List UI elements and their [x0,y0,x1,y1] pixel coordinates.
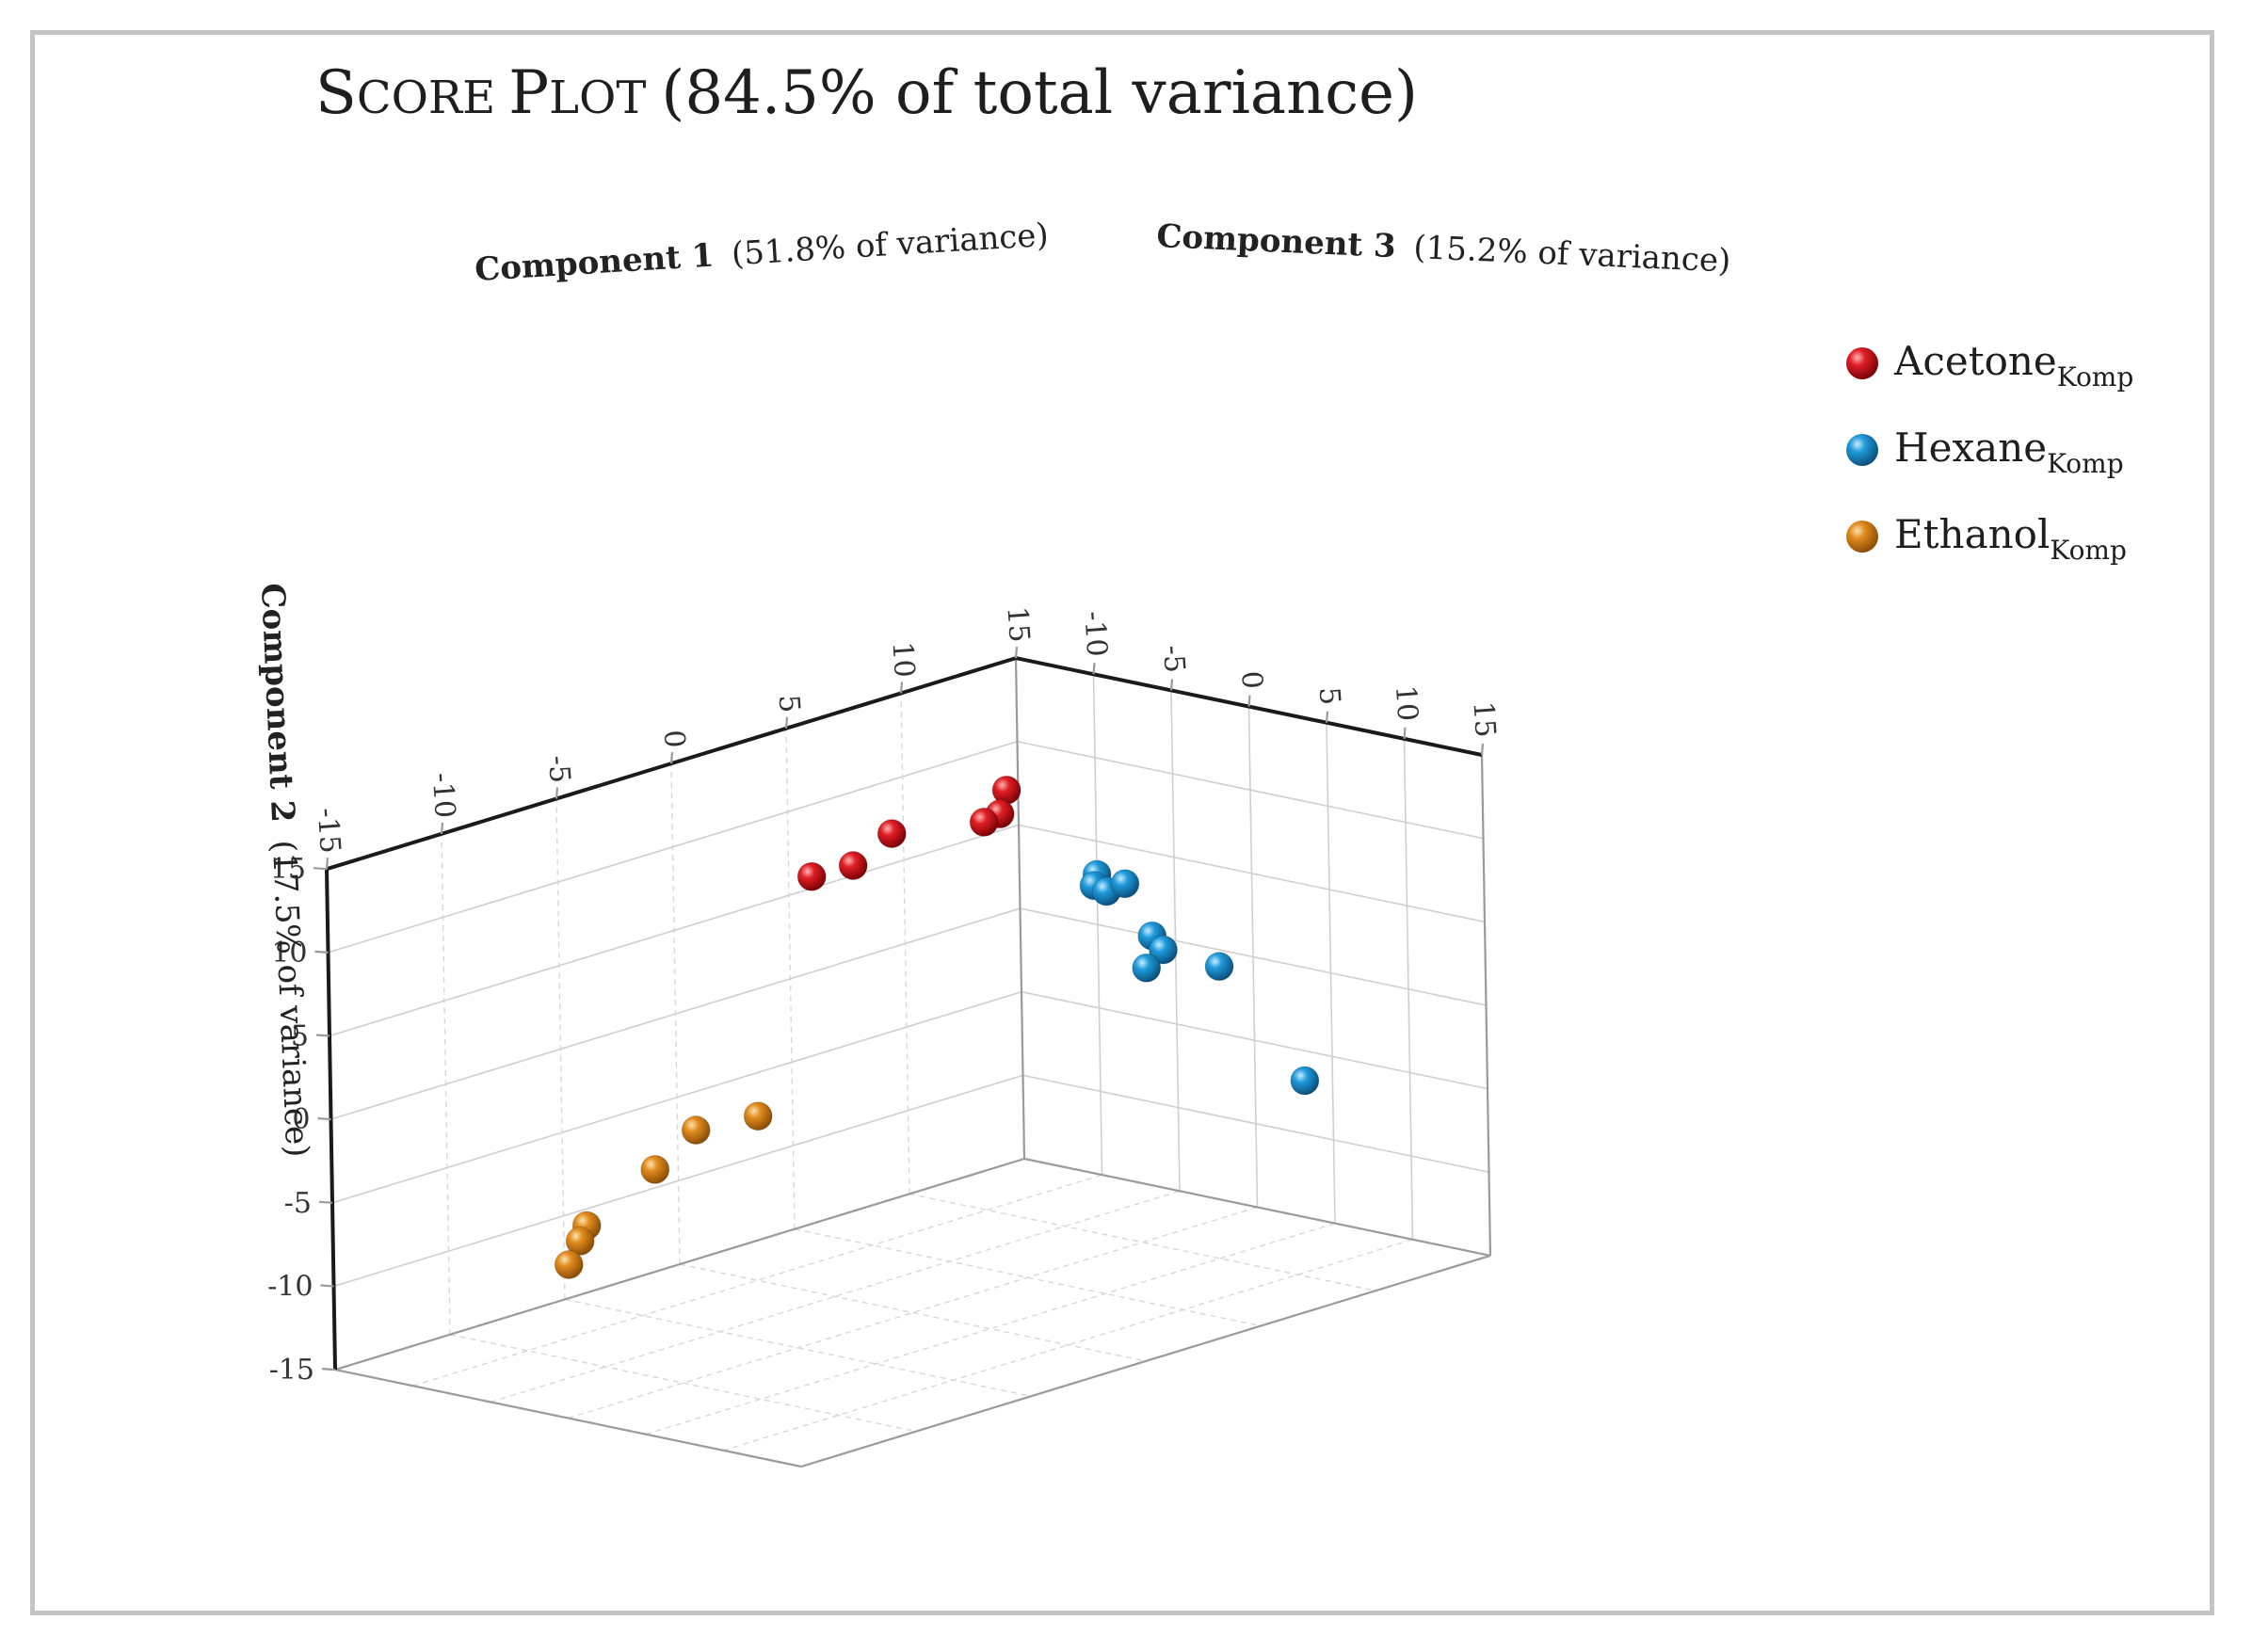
c2-tick-mark [318,1200,333,1204]
gridline-floor-c3 [568,1206,1258,1419]
legend-item-hexane[interactable]: HexaneKomp [1846,425,2124,479]
legend-item-ethanol[interactable]: EthanolKomp [1846,511,2127,566]
c1-tick-mark [1014,647,1019,659]
c2-tick-label: 15 [270,853,306,886]
c3-tick-mark [1403,727,1407,739]
c1-tick-mark [555,787,559,799]
c2-tick-label: 10 [271,937,307,970]
point-acetone-6 [796,861,827,891]
c2-tick-mark [321,1368,336,1371]
c2-tick-label: -15 [269,1354,314,1387]
c1-tick-mark [669,752,674,764]
point-ethanol-3 [640,1154,670,1184]
c3-tick-mark [1247,695,1251,707]
point-hexane-4 [1110,869,1140,899]
gridline-left-wall-c1 [900,693,910,1195]
gridline-floor-c1 [679,1263,1147,1362]
c3-tick-label: -5 [1156,644,1191,674]
gridline-right-wall-c3 [1403,738,1414,1240]
c3-tick-mark [1480,743,1485,756]
grid-layer [326,657,1491,1468]
svg-text:HexaneKomp: HexaneKomp [1894,425,2124,479]
gridline-floor-c1 [909,1193,1376,1291]
legend-marker-ethanol [1846,521,1878,553]
point-hexane-8 [1204,952,1234,982]
point-ethanol-1 [681,1115,711,1146]
point-ethanol-6 [554,1249,584,1279]
gridline-left-wall-c2 [329,824,1020,1037]
c1-tick-label: 0 [657,729,691,748]
c1-tick-label: -10 [426,772,461,820]
svg-text:EthanolKomp: EthanolKomp [1894,511,2127,566]
legend-label-ethanol: Ethanol [1894,511,2050,557]
gridline-floor-c1 [449,1334,917,1433]
c2-tick-label: 0 [292,1103,310,1136]
c3-tick-mark [1169,679,1174,691]
legend-marker-acetone [1846,347,1878,379]
c2-tick-mark [317,1117,331,1121]
c2-tick-label: -5 [284,1187,312,1220]
series-acetone [796,775,1021,891]
c1-tick-label: 15 [1000,605,1036,644]
c1-tick-label: -5 [541,754,576,784]
gridline-left-wall-c1 [785,728,796,1229]
c1-tick-mark [784,716,789,729]
legend-label-acetone: Acetone [1893,338,2057,384]
x-axis-title: Component 1 (51.8% of variance) [474,217,1050,289]
point-ethanol-2 [743,1101,773,1131]
floor-back-edge [1023,1157,1491,1257]
svg-text:AcetoneKomp: AcetoneKomp [1893,338,2133,393]
legend-marker-hexane [1846,434,1878,466]
c2-tick-mark [313,867,328,871]
c1-tick-mark [899,682,904,694]
back-vertical-edge [1014,658,1026,1160]
c2-tick-mark [315,1034,330,1037]
point-hexane-7 [1132,953,1162,983]
point-ethanol-5 [565,1226,595,1256]
z-axis-title: Component 3 (15.2% of variance) [1156,217,1732,281]
c3-tick-label: 5 [1312,686,1346,706]
series-ethanol [554,1101,773,1279]
c2-tick-label: -10 [267,1270,313,1303]
point-acetone-4 [877,819,907,849]
c1-tick-label: 5 [772,694,806,714]
data-points [554,775,1320,1279]
gridline-floor-c3 [645,1222,1336,1435]
floor-right-edge [800,1254,1491,1468]
floor-left-edge [334,1157,1025,1371]
point-acetone-3 [969,807,999,837]
c1-tick-mark [325,858,330,870]
y-axis-title: Component 2 (17.5% of variance) [253,583,316,1159]
point-hexane-6 [1149,935,1179,965]
legend: AcetoneKomp HexaneKomp EthanolKomp [1846,338,2133,566]
point-acetone-5 [838,851,868,881]
gridline-floor-c3 [412,1174,1102,1387]
tick-labels: 15 10 5 0 -5 -10 -15 -15 -10 -5 0 5 10 15 -10 -5 0 5 10 15 [267,605,1502,1387]
c3-tick-mark [1092,663,1096,675]
point-hexane-9 [1290,1066,1320,1096]
c1-tick-label: 10 [885,640,921,679]
c2-tick-mark [314,950,329,954]
c3-tick-label: 15 [1466,700,1502,739]
right-vertical-edge [1480,754,1492,1256]
legend-label-hexane: Hexane [1894,425,2047,471]
legend-item-acetone[interactable]: AcetoneKomp [1846,338,2133,393]
series-hexane [1079,859,1320,1096]
c3-tick-label: 10 [1389,684,1424,723]
gridline-left-wall-c1 [670,763,681,1265]
chart-title: SCORE PLOT (84.5% of total variance) [315,58,1418,128]
c3-tick-label: -10 [1077,610,1113,658]
floor-front-edge [334,1369,802,1468]
c2-tick-label: 5 [291,1020,309,1053]
c3-tick-label: 0 [1234,670,1268,690]
c2-tick-mark [320,1284,334,1288]
c1-tick-label: -15 [311,807,346,855]
